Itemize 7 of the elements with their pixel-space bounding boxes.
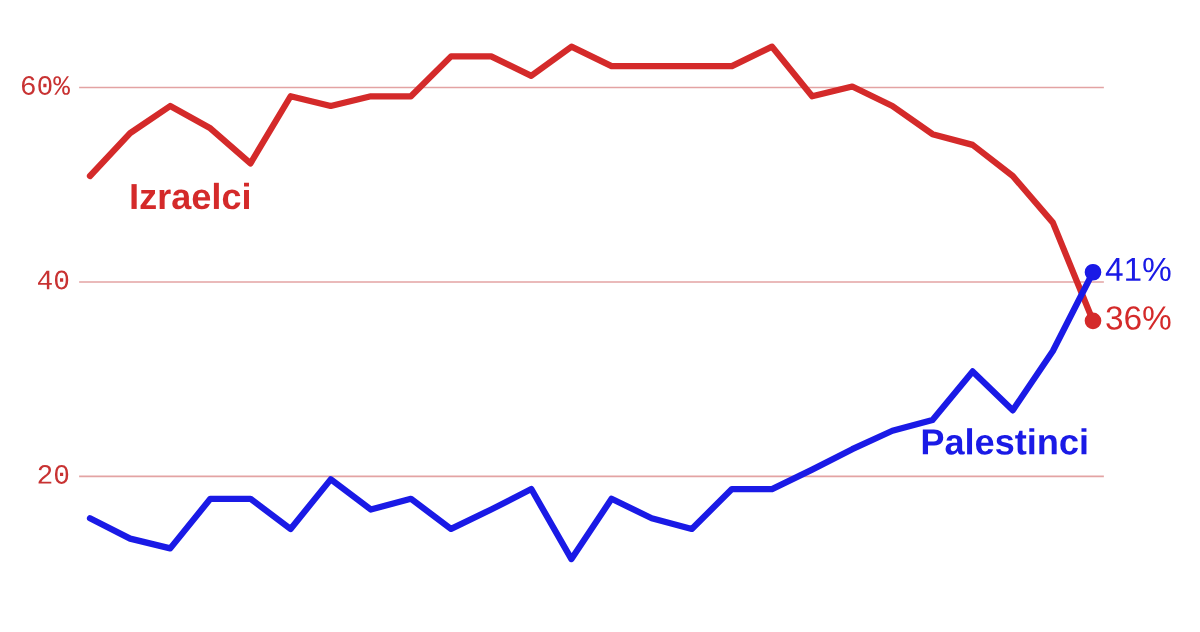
series-label: Izraelci bbox=[131, 182, 249, 210]
y-tick-label: 20 bbox=[38, 465, 69, 484]
series-label: Palestinci bbox=[922, 428, 1087, 455]
y-tick-label: 40 bbox=[38, 270, 69, 290]
data-label: 41% bbox=[1105, 257, 1171, 282]
y-tick-label: 60% bbox=[21, 76, 70, 95]
data-label: 36% bbox=[1106, 306, 1171, 330]
